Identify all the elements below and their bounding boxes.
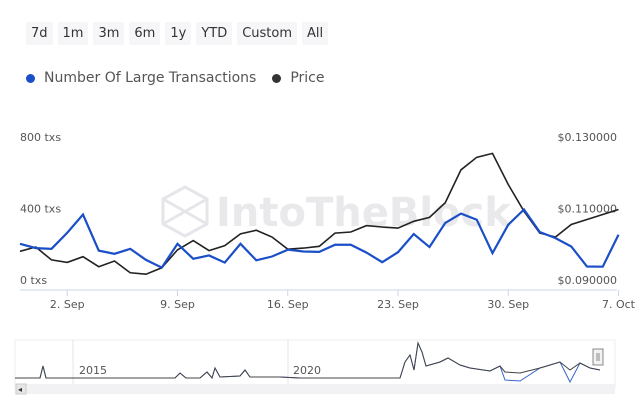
y-right-tick-label: $0.110000 (558, 203, 618, 216)
navigator-label-2020: 2020 (293, 364, 321, 377)
y-left-tick-label: 0 txs (20, 274, 47, 287)
range-7d-button[interactable]: 7d (26, 22, 53, 45)
y-left-tick-label: 400 txs (20, 203, 61, 216)
range-1m-button[interactable]: 1m (57, 22, 89, 45)
navigator-series-price (15, 341, 601, 380)
navigator-label-2015: 2015 (79, 364, 107, 377)
series-line-large-transactions (19, 207, 620, 270)
x-tick-label: 9. Sep (160, 298, 195, 311)
navigator: ◂ 2015 2020 (14, 339, 616, 395)
x-tick-label: 30. Sep (487, 298, 529, 311)
x-tick-label: 23. Sep (377, 298, 419, 311)
legend-label: Price (290, 70, 325, 86)
legend-label: Number Of Large Transactions (44, 70, 257, 86)
range-ytd-button[interactable]: YTD (196, 22, 233, 45)
range-custom-button[interactable]: Custom (237, 22, 298, 45)
y-right-tick-label: $0.130000 (558, 131, 618, 144)
legend-item-price[interactable]: Price (272, 70, 324, 86)
x-tick-label: 16. Sep (267, 298, 309, 311)
range-all-button[interactable]: All (302, 22, 329, 45)
range-selector: 7d 1m 3m 6m 1y YTD Custom All (26, 22, 329, 45)
legend-marker-icon (26, 73, 35, 83)
legend-item-transactions[interactable]: Number Of Large Transactions (26, 70, 256, 86)
watermark-logo-icon (161, 185, 209, 238)
navigator-background (14, 339, 616, 389)
watermark: IntoTheBlock (161, 185, 512, 238)
series-line-price (19, 152, 619, 276)
legend: Number Of Large Transactions Price (26, 70, 340, 86)
legend-marker-icon (272, 73, 282, 83)
scroll-left-button[interactable] (15, 383, 27, 395)
arrow-left-icon: ◂ (18, 385, 22, 394)
y-right-tick-label: $0.090000 (558, 274, 618, 287)
y-left-tick-label: 800 txs (20, 131, 61, 144)
x-tick-label: 2. Sep (50, 298, 85, 311)
range-3m-button[interactable]: 3m (93, 22, 125, 45)
navigator-scrollbar[interactable] (15, 384, 615, 394)
navigator-handle[interactable] (592, 348, 604, 366)
x-tick-label: 7. Oct (602, 298, 636, 311)
range-1y-button[interactable]: 1y (165, 22, 192, 45)
watermark-text: IntoTheBlock (216, 190, 512, 236)
range-6m-button[interactable]: 6m (129, 22, 161, 45)
